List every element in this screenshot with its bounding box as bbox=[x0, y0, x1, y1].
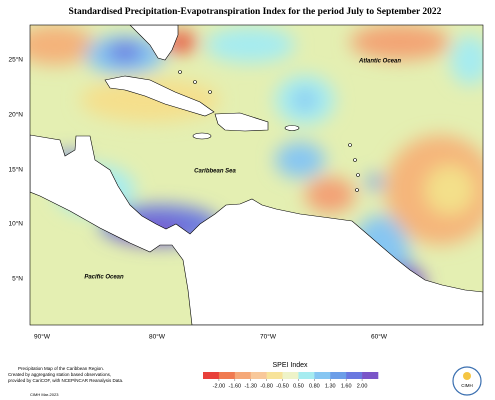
ocean-label: Caribbean Sea bbox=[194, 169, 236, 175]
ocean-label: Atlantic Ocean bbox=[358, 59, 401, 65]
logo-text: CIMH bbox=[461, 383, 473, 388]
map: Atlantic Ocean Caribbean Sea Pacific Oce… bbox=[30, 25, 483, 325]
map-frame bbox=[29, 24, 484, 326]
lon-label: 70°W bbox=[260, 333, 277, 341]
footer-note: Precipitation Map of the Caribbean Regio… bbox=[18, 366, 104, 371]
colorbar-segment bbox=[282, 372, 299, 379]
lat-label: 25°N bbox=[8, 56, 23, 64]
lon-label: 90°W bbox=[34, 333, 51, 341]
title: Standardised Precipitation-Evapotranspir… bbox=[69, 7, 442, 17]
colorbar-segment bbox=[314, 372, 331, 379]
colorbar-label: 1.60 bbox=[341, 383, 352, 389]
lat-label: 5°N bbox=[12, 275, 23, 283]
colorbar-segment bbox=[298, 372, 315, 379]
colorbar-label: -1.30 bbox=[244, 383, 257, 389]
lat-label: 15°N bbox=[8, 166, 23, 174]
lat-label: 10°N bbox=[8, 220, 23, 228]
colorbar-segment bbox=[218, 372, 236, 379]
colorbar-label: -0.80 bbox=[260, 383, 273, 389]
colorbar-segment bbox=[203, 372, 220, 379]
footer-note: provided by CariCOF, with NCEP/NCAR Rean… bbox=[8, 378, 123, 383]
colorbar-segment bbox=[362, 372, 379, 379]
colorbar-label: 2.00 bbox=[357, 383, 368, 389]
footer-note: Created by aggregating station based obs… bbox=[8, 372, 111, 377]
lon-label: 80°W bbox=[149, 333, 166, 341]
colorbar-segment bbox=[234, 372, 252, 379]
logo-sun bbox=[463, 372, 471, 380]
colorbar-segment bbox=[266, 372, 283, 379]
colorbar-segment bbox=[330, 372, 347, 379]
colorbar-label: -0.50 bbox=[276, 383, 289, 389]
legend-title: SPEI Index bbox=[272, 362, 308, 369]
colorbar-label: -1.60 bbox=[229, 383, 242, 389]
colorbar-label: 0.50 bbox=[293, 383, 304, 389]
colorbar-segment bbox=[250, 372, 267, 379]
lat-label: 20°N bbox=[8, 111, 23, 119]
colorbar-label: -2.00 bbox=[213, 383, 226, 389]
logo bbox=[452, 366, 482, 396]
lon-label: 60°W bbox=[371, 333, 388, 341]
colorbar-segment bbox=[346, 372, 363, 379]
ocean-label: Pacific Ocean bbox=[84, 275, 124, 281]
colorbar-label: 1.30 bbox=[325, 383, 336, 389]
footer-credit: CIMH Mar-2023 bbox=[30, 392, 59, 397]
colorbar-label: 0.80 bbox=[309, 383, 320, 389]
